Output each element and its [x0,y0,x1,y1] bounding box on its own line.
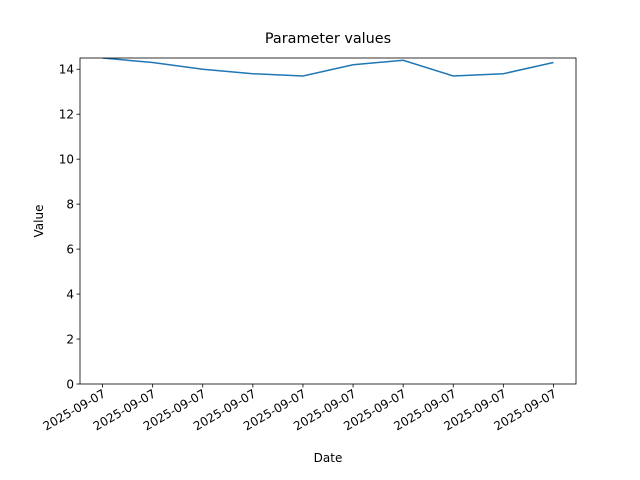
y-tick-label: 2 [66,333,74,347]
chart-title: Parameter values [265,31,391,47]
y-axis-label: Value [32,205,46,238]
y-tick-label: 12 [59,108,74,122]
y-tick-label: 0 [66,378,74,392]
y-tick-label: 10 [59,153,74,167]
y-tick-label: 6 [66,243,74,257]
x-axis-label: Date [314,451,343,465]
plot-frame [79,57,577,385]
line [102,58,554,77]
y-tick-label: 4 [66,288,74,302]
y-tick-label: 14 [59,63,74,77]
y-tick-label: 8 [66,198,74,212]
